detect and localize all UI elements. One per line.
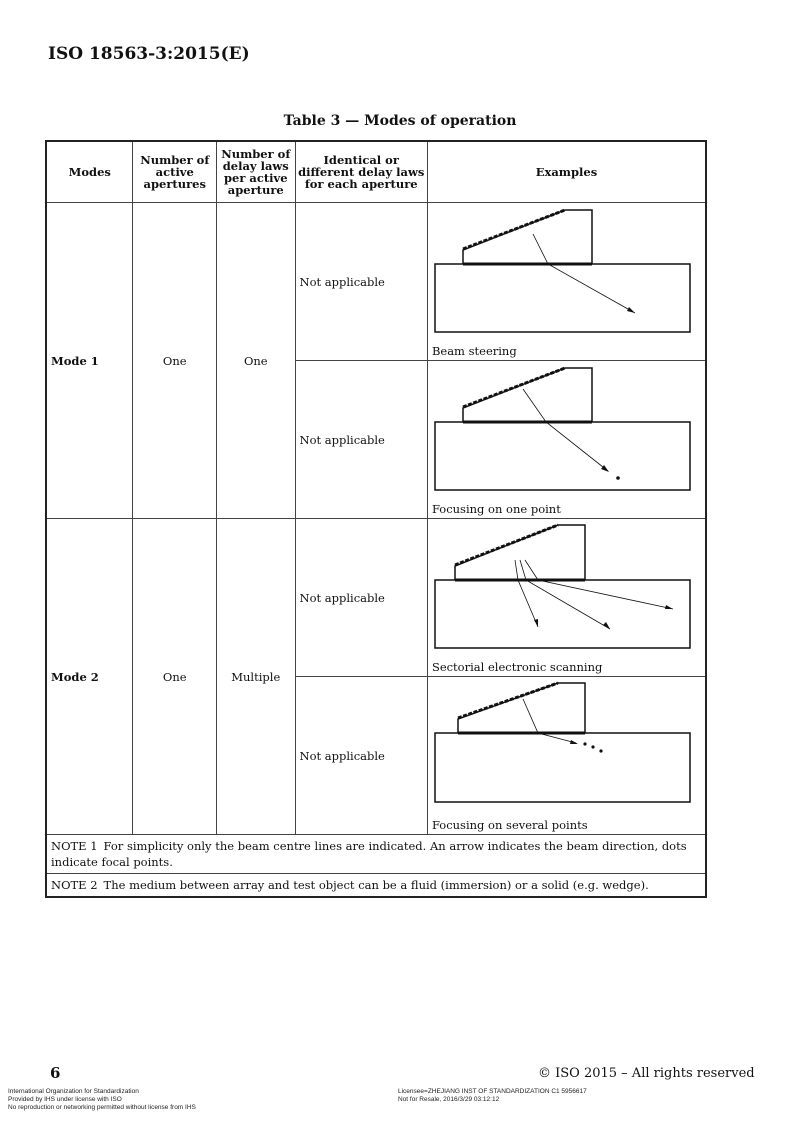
arrow-head [569, 740, 578, 744]
example-cell: Focusing on several points [426, 676, 707, 835]
test-object [434, 732, 691, 803]
identical-cell: Not applicable [294, 360, 428, 519]
note-tag: NOTE 2 [51, 878, 98, 892]
focusing-several-points-diagram [434, 681, 691, 803]
identical-cell: Not applicable [294, 202, 428, 361]
focal-point [599, 749, 603, 753]
example-label: Focusing on one point [431, 502, 561, 516]
footer-provider-line: International Organization for Standardi… [8, 1088, 139, 1095]
table-row: Mode 1 One One Not applicable Beam steer… [45, 202, 707, 519]
header-row: Modes Number of active apertures Number … [45, 140, 707, 203]
note-tag: NOTE 1 [51, 839, 98, 853]
beam-steering-diagram [434, 208, 691, 333]
note-row: NOTE 1 For simplicity only the beam centr… [45, 834, 707, 874]
example-cell: Sectorial electronic scanning [426, 518, 707, 677]
test-object [434, 421, 691, 491]
mode-cell: Mode 1 [45, 202, 134, 519]
beam-line [524, 559, 674, 610]
beam-line [522, 388, 609, 472]
col-header: Number of delay laws per active aperture [216, 140, 296, 203]
focal-point [616, 476, 620, 480]
footer-provider-line: Provided by IHS under license with ISO [8, 1096, 122, 1103]
array-elements [457, 681, 559, 720]
note-row: NOTE 2 The medium between array and test … [45, 873, 707, 898]
col-header: Identical or different delay laws for ea… [294, 140, 428, 203]
table-row: Not applicable Focusing on one point [46, 360, 707, 519]
arrow-head [533, 619, 538, 627]
arrow-head [626, 307, 635, 313]
wedge [462, 209, 593, 264]
col-header: Modes [45, 140, 134, 203]
note-text: For simplicity only the beam centre line… [51, 839, 687, 869]
example-label: Beam steering [431, 344, 517, 358]
document-id: ISO 18563-3:2015(E) [48, 44, 250, 64]
mode-cell: Mode 2 [45, 518, 134, 835]
table-caption: Table 3 — Modes of operation [283, 113, 517, 129]
test-object [434, 263, 691, 333]
note-text: The medium between array and test object… [103, 878, 649, 892]
footer-provider-line: No reproduction or networking permitted … [8, 1104, 196, 1111]
test-object [434, 579, 691, 649]
wedge [454, 524, 586, 580]
delay-laws-cell: One [216, 202, 296, 519]
arrow-head [664, 605, 673, 609]
identical-cell: Not applicable [294, 518, 428, 677]
table-row: Not applicable Focusing on s [46, 676, 707, 835]
example-label: Sectorial electronic scanning [431, 660, 603, 674]
focusing-one-point-diagram [434, 366, 691, 491]
arrow-head [602, 622, 610, 629]
focal-point [591, 745, 595, 749]
identical-cell: Not applicable [294, 676, 428, 835]
arrow-head [600, 465, 609, 472]
sectorial-scanning-diagram [434, 523, 691, 649]
apertures-cell: One [132, 518, 218, 835]
example-cell: Beam steering [426, 202, 707, 361]
beam-line [514, 559, 539, 628]
copyright: © ISO 2015 – All rights reserved [538, 1066, 755, 1081]
footer-licensee-line: Licensee=ZHEJIANG INST OF STANDARDIZATIO… [398, 1088, 587, 1095]
col-header: Examples [426, 140, 707, 203]
footer-licensee-line: Not for Resale, 2016/3/29 03:12:12 [398, 1096, 500, 1103]
wedge [457, 682, 586, 733]
footer-provider: International Organization for Standardi… [8, 1088, 196, 1112]
apertures-cell: One [132, 202, 218, 519]
page-number: 6 [50, 1064, 61, 1082]
example-cell: Focusing on one point [426, 360, 707, 519]
wedge [462, 367, 593, 422]
array-elements [454, 523, 559, 567]
col-header: Number of active apertures [132, 140, 218, 203]
table-row: Mode 2 One Multiple Not applicable [45, 518, 707, 835]
example-label: Focusing on several points [431, 818, 588, 832]
array-elements [462, 208, 566, 251]
beam-line [532, 233, 636, 314]
footer-licensee: Licensee=ZHEJIANG INST OF STANDARDIZATIO… [398, 1088, 587, 1104]
focal-point [583, 742, 587, 746]
beam-line [522, 698, 577, 744]
beam-line [519, 559, 611, 630]
delay-laws-cell: Multiple [216, 518, 296, 835]
modes-table: Modes Number of active apertures Number … [45, 140, 707, 898]
array-elements [462, 366, 566, 409]
